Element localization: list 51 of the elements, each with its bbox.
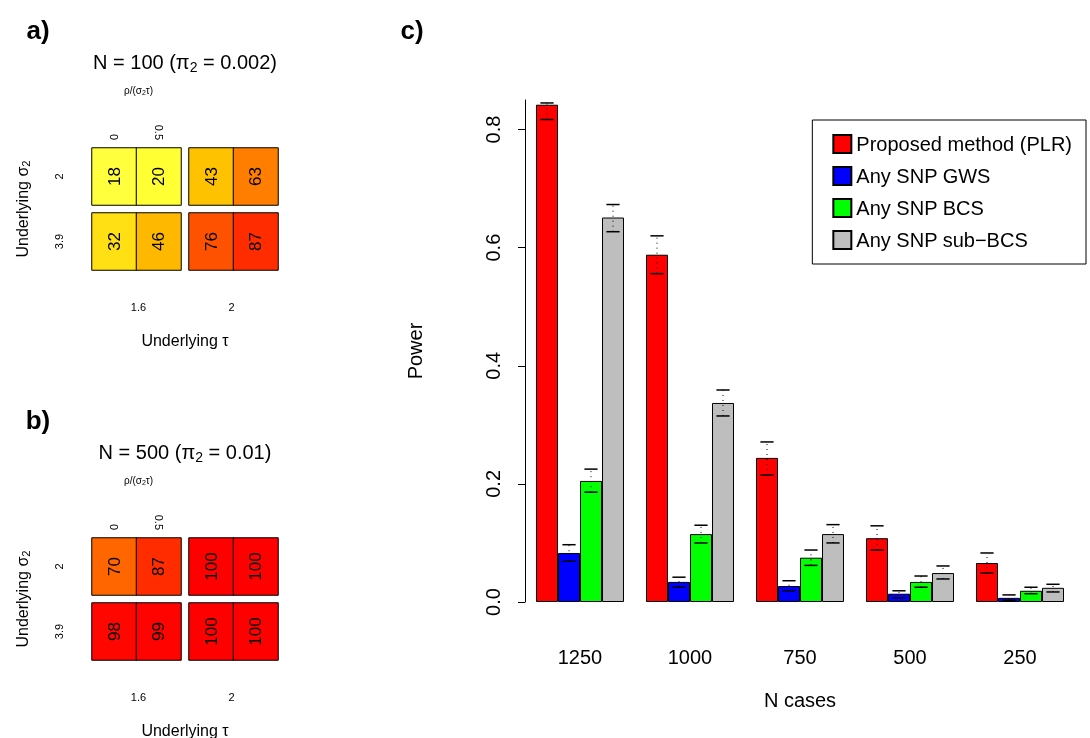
data-label: 70 <box>104 557 124 576</box>
x-tick-label: 0.5 <box>152 124 165 140</box>
y-tick-label: 0.4 <box>482 351 504 380</box>
y-tick-label: 3.9 <box>52 623 65 640</box>
y-tick-label: 2 <box>52 173 65 180</box>
data-label: 87 <box>149 557 169 576</box>
text: c) <box>400 15 424 45</box>
x-tick-label: 750 <box>783 646 817 668</box>
text: b) <box>25 405 51 435</box>
data-label: 87 <box>246 232 266 251</box>
x-tick-label: 0.5 <box>152 514 165 530</box>
y-tick-label: 0.2 <box>482 469 504 498</box>
x-axis-title: Underlying τ <box>141 331 230 349</box>
data-label: 98 <box>104 622 124 641</box>
data-label: 100 <box>201 617 221 646</box>
y-tick-label: 3.9 <box>52 233 65 250</box>
x-tick-label: 0 <box>108 133 121 140</box>
legend-label: Proposed method (PLR) <box>856 133 1073 155</box>
data-label: 100 <box>246 552 266 581</box>
y-axis-title: Underlying σ2 <box>13 160 32 258</box>
data-label: 43 <box>201 167 221 186</box>
text: 1.6 <box>130 301 147 313</box>
x-axis-title: Underlying τ <box>141 721 230 738</box>
x-tick-label: 1250 <box>557 646 603 668</box>
x-axis-title: N cases <box>763 689 837 711</box>
data-label: 18 <box>104 167 124 186</box>
y-tick-label: 0.6 <box>482 233 504 262</box>
y-tick-label: 0.0 <box>482 588 504 616</box>
data-label: 32 <box>104 232 124 251</box>
text: 2 <box>228 691 235 703</box>
text: a) <box>26 15 50 45</box>
data-label: 76 <box>201 232 221 251</box>
legend-label: Any SNP GWS <box>856 165 991 187</box>
y-tick-label: 0.8 <box>482 115 504 144</box>
text: 2 <box>228 301 235 313</box>
data-label: 20 <box>149 167 169 186</box>
data-label: 100 <box>201 552 221 581</box>
y-axis-title: Underlying σ2 <box>13 550 32 648</box>
text: 1.6 <box>130 691 147 703</box>
legend-label: Any SNP BCS <box>856 197 984 219</box>
x-tick-label: 250 <box>1003 646 1037 668</box>
x-tick-label: 500 <box>893 646 927 668</box>
x-tick-label: 0 <box>108 523 121 530</box>
x-tick-label: 1000 <box>667 646 713 668</box>
y-tick-label: 2 <box>52 563 65 570</box>
y-axis-title: Power <box>404 322 426 380</box>
data-label: 99 <box>149 622 169 641</box>
data-label: 46 <box>149 232 169 251</box>
data-label: 100 <box>246 617 266 646</box>
data-label: 63 <box>246 167 266 186</box>
legend-label: Any SNP sub−BCS <box>856 229 1028 251</box>
